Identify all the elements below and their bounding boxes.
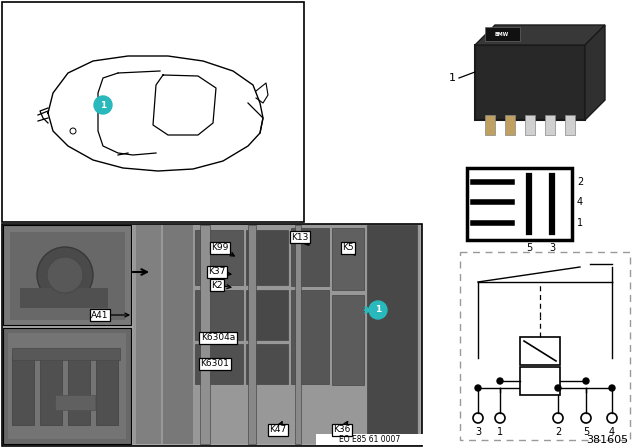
Bar — [520, 367, 560, 395]
Bar — [55, 395, 95, 410]
Bar — [3, 328, 131, 444]
Bar — [96, 355, 118, 425]
Bar — [485, 115, 495, 135]
Bar — [248, 225, 256, 444]
Bar — [246, 290, 288, 340]
Bar — [332, 228, 364, 290]
Text: 4: 4 — [577, 197, 583, 207]
Circle shape — [555, 385, 561, 391]
Bar — [195, 290, 243, 340]
Text: K6301: K6301 — [200, 359, 229, 369]
Circle shape — [369, 301, 387, 319]
Text: 3: 3 — [475, 427, 481, 437]
Text: 2: 2 — [577, 177, 583, 187]
Text: K6304a: K6304a — [201, 333, 235, 343]
Text: 381605: 381605 — [586, 435, 628, 445]
Bar — [3, 225, 131, 325]
Bar — [163, 225, 193, 444]
Bar — [68, 355, 90, 425]
Text: 5: 5 — [583, 427, 589, 437]
Text: 1: 1 — [497, 427, 503, 437]
Bar — [10, 232, 125, 320]
Bar — [291, 290, 329, 384]
Bar — [505, 115, 515, 135]
Polygon shape — [475, 25, 605, 45]
Circle shape — [583, 378, 589, 384]
Bar — [195, 344, 243, 384]
Text: K37: K37 — [208, 267, 226, 276]
Bar — [367, 225, 417, 444]
Bar — [8, 333, 126, 439]
Bar — [195, 230, 243, 285]
Bar — [467, 168, 572, 240]
Text: 1: 1 — [577, 218, 583, 228]
Circle shape — [47, 257, 83, 293]
Text: K2: K2 — [211, 280, 223, 289]
Text: 5: 5 — [526, 243, 532, 253]
Bar — [2, 224, 422, 446]
Text: 1: 1 — [449, 73, 456, 83]
Bar — [316, 434, 424, 445]
Bar — [40, 355, 62, 425]
Text: K47: K47 — [269, 426, 287, 435]
Bar — [12, 348, 120, 360]
Text: EO E85 61 0007: EO E85 61 0007 — [339, 435, 401, 444]
Text: K13: K13 — [291, 233, 308, 241]
Text: K5: K5 — [342, 244, 354, 253]
Circle shape — [475, 385, 481, 391]
Bar — [12, 355, 34, 425]
Bar — [485, 27, 520, 41]
Text: 1: 1 — [100, 100, 106, 109]
Bar — [246, 344, 288, 384]
Bar — [295, 225, 301, 444]
Text: A41: A41 — [92, 310, 109, 319]
Text: K99: K99 — [211, 244, 228, 253]
Text: K36: K36 — [333, 426, 351, 435]
Text: 1: 1 — [375, 306, 381, 314]
Circle shape — [94, 96, 112, 114]
Bar — [133, 225, 420, 444]
Polygon shape — [585, 25, 605, 120]
Bar — [246, 230, 288, 285]
Bar — [291, 228, 329, 286]
Bar — [332, 295, 364, 385]
Text: BMW: BMW — [495, 31, 509, 36]
Bar — [525, 115, 535, 135]
Circle shape — [609, 385, 615, 391]
Bar — [2, 2, 304, 222]
Bar — [460, 252, 630, 440]
Bar — [545, 115, 555, 135]
Bar — [20, 288, 108, 308]
Bar — [565, 115, 575, 135]
Bar — [475, 45, 585, 120]
Text: 4: 4 — [609, 427, 615, 437]
Bar — [200, 225, 210, 444]
Circle shape — [37, 247, 93, 303]
Text: 3: 3 — [549, 243, 555, 253]
Circle shape — [497, 378, 503, 384]
Bar — [520, 337, 560, 365]
Text: 2: 2 — [555, 427, 561, 437]
Bar — [136, 225, 161, 444]
